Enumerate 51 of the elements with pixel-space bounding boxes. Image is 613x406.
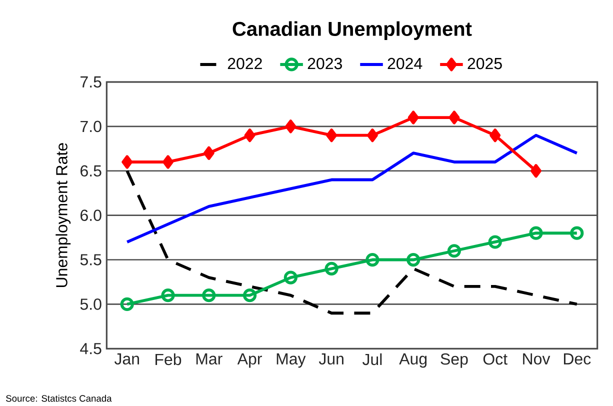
chart-title: Canadian Unemployment: [232, 21, 472, 40]
line-series: [126, 169, 578, 315]
point: [447, 244, 462, 258]
point: [284, 270, 298, 284]
y-tick-label: 7.0: [80, 120, 102, 132]
x-tick-label: Jan: [114, 353, 139, 365]
x-tick-label: May: [276, 353, 306, 368]
x-tick-label: Dec: [564, 353, 591, 365]
legend-label: 2024: [388, 58, 422, 70]
legend-label: 2023: [308, 58, 342, 70]
y-tick-label: 6.5: [80, 165, 102, 177]
point: [162, 155, 174, 169]
line-series: [126, 134, 578, 244]
y-tick-label: 4.5: [80, 343, 102, 354]
point: [406, 252, 420, 267]
point: [120, 297, 134, 312]
point: [285, 120, 296, 134]
y-tick-label: 6.0: [80, 210, 102, 221]
x-tick-label: Aug: [399, 353, 427, 368]
point: [490, 128, 501, 142]
point: [366, 252, 380, 267]
point: [122, 155, 133, 169]
y-tick-label: 7.5: [80, 76, 102, 88]
y-tick-label: 5.0: [80, 298, 102, 310]
point: [244, 128, 256, 142]
x-tick-label: Apr: [237, 353, 262, 368]
point: [242, 288, 257, 302]
x-tick-label: Oct: [483, 353, 508, 365]
point: [326, 128, 338, 142]
point: [366, 128, 378, 142]
source-note: Source: Statistcs Canada: [6, 394, 112, 402]
point: [570, 226, 584, 240]
point: [408, 110, 419, 124]
legend-label: 2022: [228, 58, 262, 70]
point: [448, 110, 460, 124]
point: [324, 262, 338, 276]
point: [203, 146, 214, 160]
legend-label: 2025: [468, 58, 502, 70]
x-tick-label: Feb: [156, 353, 182, 366]
y-tick-label: 5.5: [80, 254, 102, 266]
point: [488, 235, 502, 249]
point: [161, 288, 175, 302]
x-tick-label: Mar: [196, 353, 222, 365]
point: [202, 288, 216, 302]
x-tick-label: Sep: [440, 353, 468, 368]
x-tick-label: Jul: [362, 353, 382, 366]
point: [529, 226, 543, 240]
x-tick-label: Jun: [318, 353, 344, 365]
x-tick-label: Nov: [523, 353, 550, 365]
point: [530, 164, 542, 178]
y-axis-title: Unemployment Rate: [56, 143, 71, 288]
